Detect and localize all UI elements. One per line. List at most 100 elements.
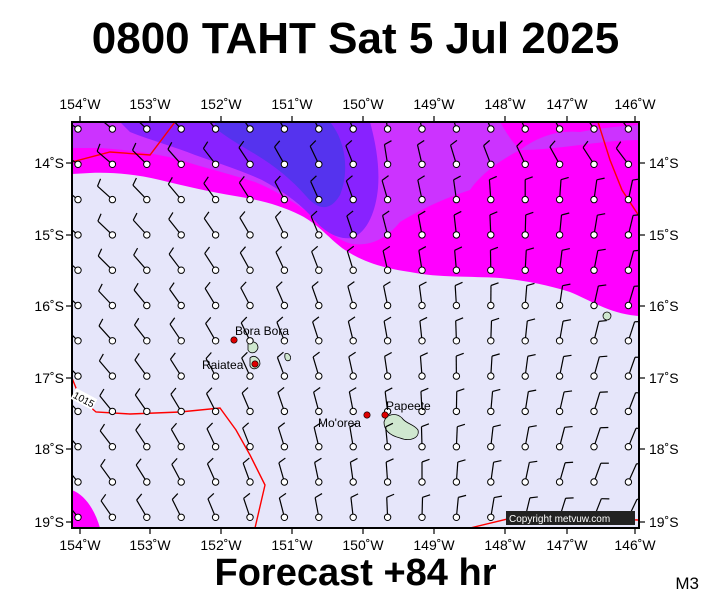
wind-barb-feather bbox=[134, 388, 141, 396]
wind-barb bbox=[417, 210, 426, 239]
wind-station-circle bbox=[418, 266, 426, 274]
wind-barb bbox=[275, 245, 289, 274]
wind-barb-feather bbox=[422, 494, 431, 498]
lon-label: 149˚W bbox=[413, 537, 455, 553]
wind-barb-feather bbox=[207, 457, 214, 465]
wind-station-circle bbox=[349, 231, 357, 239]
wind-station-circle bbox=[624, 125, 633, 133]
wind-station-circle bbox=[211, 337, 220, 345]
wind-barb-feather bbox=[490, 246, 499, 251]
wind-barb bbox=[205, 387, 220, 416]
wind-barb-feather bbox=[133, 247, 139, 256]
wind-station-circle bbox=[624, 407, 633, 416]
wind-station-circle bbox=[521, 160, 529, 169]
wind-station-circle bbox=[246, 125, 254, 133]
wind-barb bbox=[624, 392, 639, 416]
wind-barb-feather bbox=[418, 210, 426, 216]
wind-barb-feather bbox=[561, 212, 570, 216]
wind-station-circle bbox=[280, 160, 289, 169]
wind-barb bbox=[487, 459, 502, 486]
wind-barb bbox=[383, 105, 392, 133]
wind-barb-feather bbox=[596, 177, 605, 181]
wind-barb bbox=[100, 493, 117, 521]
wind-barb-feather bbox=[417, 139, 425, 146]
wind-barb bbox=[242, 457, 254, 486]
wind-barb-feather bbox=[207, 492, 215, 500]
lon-label: 154˚W bbox=[59, 537, 101, 553]
wind-barb bbox=[346, 210, 357, 239]
lon-label: 153˚W bbox=[129, 537, 171, 553]
wind-barb-feather bbox=[96, 143, 101, 152]
wind-barb-feather bbox=[348, 316, 356, 322]
wind-station-circle bbox=[74, 407, 82, 416]
wind-barb-feather bbox=[98, 353, 104, 362]
wind-station-circle bbox=[280, 407, 289, 416]
wind-barb bbox=[203, 211, 220, 239]
wind-barb bbox=[311, 245, 323, 274]
wind-station-circle bbox=[315, 337, 323, 345]
wind-barb bbox=[72, 264, 82, 274]
wind-station-circle bbox=[418, 443, 426, 451]
wind-barb bbox=[173, 122, 185, 133]
wind-station-circle bbox=[74, 160, 82, 169]
wind-barb-feather bbox=[239, 211, 246, 219]
wind-barb bbox=[346, 245, 357, 274]
wind-barb bbox=[72, 334, 82, 345]
wind-barb-feather bbox=[483, 139, 491, 147]
wind-station-circle bbox=[211, 443, 220, 451]
wind-barb bbox=[624, 178, 639, 204]
wind-barb bbox=[244, 122, 254, 133]
wind-barb-feather bbox=[529, 496, 538, 499]
wind-barb bbox=[590, 355, 608, 380]
wind-station-circle bbox=[487, 195, 495, 204]
wind-barb bbox=[349, 457, 358, 486]
wind-barb-feather bbox=[243, 492, 251, 499]
wind-barb-feather bbox=[565, 461, 574, 464]
wind-station-circle bbox=[349, 301, 357, 310]
lon-label: 150˚W bbox=[342, 537, 384, 553]
wind-barbs bbox=[64, 105, 639, 521]
wind-barb-feather bbox=[582, 140, 589, 148]
wind-barb bbox=[205, 352, 220, 380]
wind-station-circle bbox=[521, 195, 529, 204]
wind-barb bbox=[418, 387, 429, 416]
wind-barb-feather bbox=[633, 214, 639, 217]
wind-barb-feather bbox=[167, 142, 173, 150]
wind-barb-feather bbox=[599, 355, 608, 358]
wind-barb bbox=[487, 495, 503, 521]
wind-barb bbox=[345, 175, 357, 204]
wind-barb-feather bbox=[313, 387, 321, 393]
wind-barb-feather bbox=[384, 105, 391, 109]
wind-barb bbox=[132, 177, 151, 204]
wind-barb bbox=[348, 351, 357, 380]
wind-barb-feather bbox=[278, 422, 286, 429]
isobar-line bbox=[597, 122, 639, 217]
wind-barb-feather bbox=[418, 246, 427, 251]
wind-barb bbox=[449, 139, 461, 169]
wind-barb bbox=[624, 427, 639, 451]
wind-station-circle bbox=[590, 443, 598, 451]
wind-barb bbox=[487, 424, 501, 451]
wind-barb-feather bbox=[454, 281, 463, 287]
wind-station-circle bbox=[383, 160, 392, 169]
wind-barb bbox=[590, 391, 608, 416]
wind-barb-feather bbox=[275, 210, 282, 218]
wind-station-circle bbox=[143, 160, 151, 169]
wind-barb bbox=[206, 422, 220, 451]
wind-barb bbox=[452, 459, 466, 486]
wind-barb-feather bbox=[348, 351, 356, 358]
wind-station-circle bbox=[177, 372, 185, 380]
wind-barb-feather bbox=[346, 245, 355, 252]
wind-station-circle bbox=[246, 407, 254, 416]
wind-station-circle bbox=[246, 301, 254, 310]
wind-station-circle bbox=[280, 125, 289, 133]
wind-station-circle bbox=[624, 195, 633, 204]
longitude-labels-bottom: 154˚W 153˚W 152˚W 151˚W 150˚W 149˚W 148˚… bbox=[59, 537, 656, 553]
wind-barb bbox=[452, 246, 463, 274]
wind-barb bbox=[134, 353, 151, 380]
wind-barb bbox=[312, 351, 323, 380]
wind-barb-feather bbox=[205, 352, 212, 359]
wind-barb bbox=[72, 159, 82, 169]
wind-barb-feather bbox=[64, 390, 68, 397]
wind-barb bbox=[487, 122, 495, 133]
